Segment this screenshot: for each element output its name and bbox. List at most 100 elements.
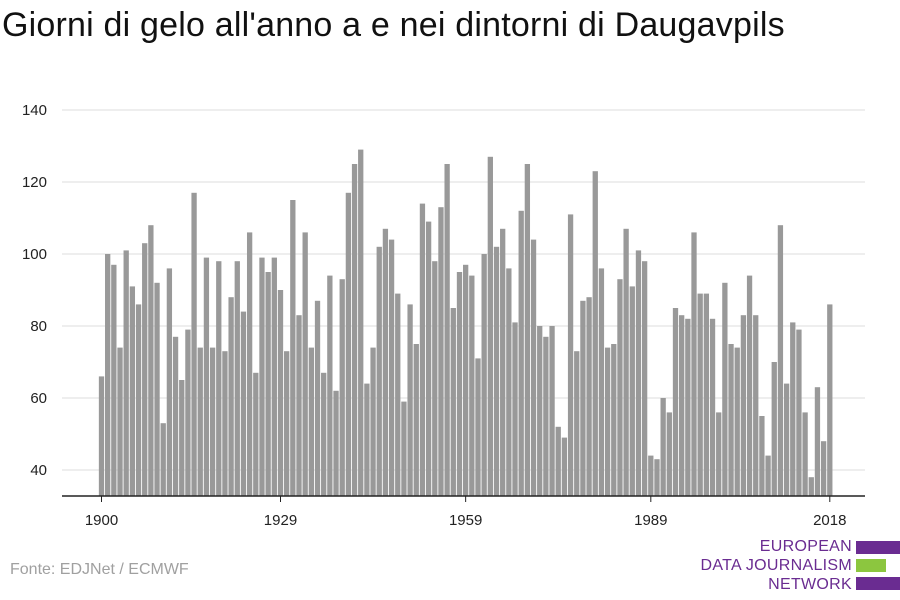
- bar-1913: [179, 380, 185, 496]
- bar-1929: [277, 290, 284, 496]
- bar-1970: [530, 239, 537, 496]
- bar-2012: [790, 322, 796, 496]
- bar-1947: [388, 239, 395, 496]
- x-axis-ticks: 1900 1929 1959 1989 2018: [85, 496, 846, 529]
- bar-1982: [604, 347, 611, 496]
- bar-1979: [586, 297, 592, 496]
- bar-1965: [500, 228, 506, 497]
- logo-text-line2: DATA JOURNALISM: [700, 557, 852, 574]
- bar-1980: [592, 171, 598, 496]
- bar-2011: [783, 383, 790, 496]
- bar-1951: [413, 344, 419, 496]
- bar-1904: [123, 250, 129, 496]
- y-tick-label-60: 60: [30, 390, 47, 407]
- bar-2017: [820, 441, 827, 496]
- bar-2003: [734, 347, 740, 496]
- bar-1968: [518, 210, 524, 497]
- bar-1973: [549, 326, 555, 496]
- bar-1908: [148, 225, 154, 496]
- bar-1916: [197, 347, 203, 496]
- x-tick-label-1959: 1959: [449, 512, 482, 529]
- bar-1937: [327, 275, 333, 496]
- bar-1940: [345, 192, 352, 497]
- bar-1934: [308, 347, 314, 496]
- bar-1917: [203, 257, 210, 496]
- bar-1921: [228, 297, 234, 496]
- bar-1907: [142, 243, 148, 496]
- bar-2008: [765, 455, 771, 496]
- bar-1933: [302, 232, 308, 496]
- bar-1978: [580, 300, 586, 496]
- bar-1922: [234, 261, 240, 496]
- bar-1925: [253, 372, 259, 496]
- logo-text-line1: EUROPEAN: [759, 538, 852, 555]
- bar-1920: [222, 351, 228, 496]
- bar-1981: [598, 268, 605, 496]
- bar-1967: [512, 322, 518, 496]
- bar-1988: [641, 261, 648, 496]
- bar-1932: [296, 315, 302, 496]
- bar-1905: [129, 286, 136, 496]
- bars: [98, 149, 833, 497]
- bar-1941: [351, 164, 358, 496]
- bar-2009: [771, 362, 777, 496]
- bar-1914: [185, 329, 191, 496]
- bar-1966: [506, 268, 512, 496]
- bar-1942: [358, 149, 364, 496]
- bar-2002: [728, 344, 734, 496]
- bar-1935: [314, 300, 321, 496]
- y-tick-label-120: 120: [22, 174, 47, 191]
- bar-1909: [154, 282, 160, 496]
- bar-2016: [814, 387, 821, 496]
- bar-1910: [160, 423, 166, 496]
- x-tick-label-2018: 2018: [813, 512, 846, 529]
- bar-1945: [376, 246, 382, 496]
- bar-1999: [709, 318, 716, 496]
- bar-1928: [271, 257, 277, 496]
- bar-1991: [660, 398, 666, 496]
- bar-1952: [419, 203, 426, 496]
- bar-1997: [697, 293, 703, 496]
- chart-title: Giorni di gelo all'anno a e nei dintorni…: [2, 6, 785, 44]
- bar-1964: [493, 246, 500, 496]
- bar-1990: [654, 459, 660, 496]
- bar-1901: [105, 254, 111, 496]
- y-tick-label-140: 140: [22, 102, 47, 119]
- bar-1992: [666, 412, 672, 496]
- bar-1987: [635, 250, 642, 496]
- bar-1955: [438, 207, 444, 496]
- bar-1995: [685, 318, 691, 496]
- bar-1936: [321, 372, 327, 496]
- bar-1986: [629, 286, 635, 496]
- bar-1949: [401, 401, 407, 496]
- bar-1902: [111, 264, 117, 496]
- bar-2015: [808, 477, 814, 496]
- bar-1943: [364, 383, 370, 496]
- bar-1924: [246, 232, 253, 496]
- x-tick-label-1989: 1989: [634, 512, 667, 529]
- bar-1903: [117, 347, 123, 496]
- bar-1993: [672, 308, 679, 496]
- bar-1912: [172, 336, 179, 496]
- bar-2014: [802, 412, 808, 496]
- y-tick-label-40: 40: [30, 462, 47, 479]
- source-note: Fonte: EDJNet / ECMWF: [10, 561, 189, 578]
- bar-2005: [746, 275, 753, 496]
- bar-1984: [617, 279, 623, 496]
- bar-1957: [450, 308, 456, 496]
- bar-1976: [567, 214, 574, 496]
- bar-2018: [827, 304, 833, 496]
- bar-1960: [469, 275, 475, 496]
- logo-bar-purple-bottom: [856, 577, 900, 590]
- bar-1975: [561, 437, 568, 496]
- bar-1971: [537, 326, 543, 496]
- bar-1961: [475, 358, 481, 496]
- bar-1938: [333, 390, 339, 496]
- bar-1944: [370, 347, 376, 496]
- bar-1927: [265, 272, 271, 496]
- bar-1946: [382, 228, 389, 497]
- bar-1931: [290, 200, 296, 496]
- bar-1906: [135, 304, 142, 496]
- bar-1996: [691, 232, 697, 496]
